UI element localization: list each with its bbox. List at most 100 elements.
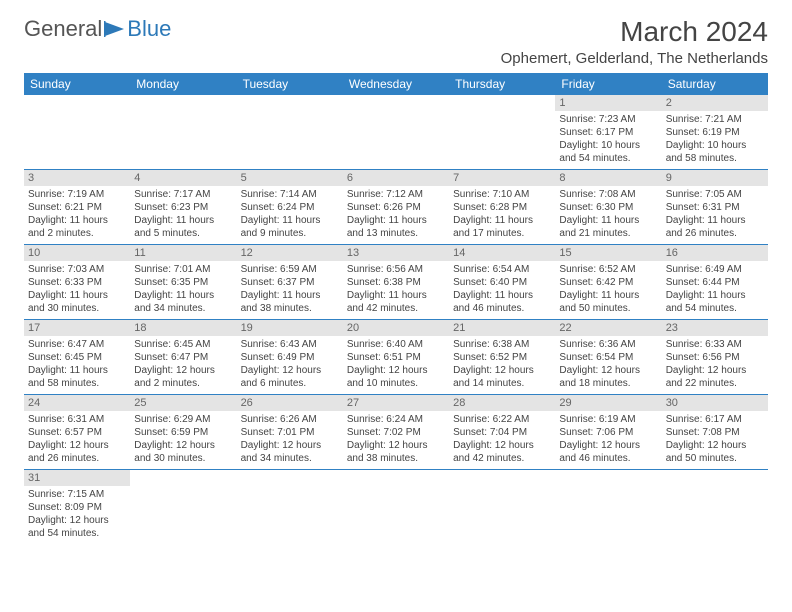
daylight-text: and 50 minutes. xyxy=(666,452,764,465)
daylight-text: Daylight: 12 hours xyxy=(241,439,339,452)
sunrise-text: Sunrise: 6:17 AM xyxy=(666,413,764,426)
sunset-text: Sunset: 6:21 PM xyxy=(28,201,126,214)
sunrise-text: Sunrise: 6:56 AM xyxy=(347,263,445,276)
daylight-text: and 5 minutes. xyxy=(134,227,232,240)
day-number: 10 xyxy=(24,245,130,261)
calendar-day-cell: 13Sunrise: 6:56 AMSunset: 6:38 PMDayligh… xyxy=(343,245,449,320)
day-number: 11 xyxy=(130,245,236,261)
sunrise-text: Sunrise: 6:47 AM xyxy=(28,338,126,351)
sunset-text: Sunset: 6:17 PM xyxy=(559,126,657,139)
calendar-day-cell: 30Sunrise: 6:17 AMSunset: 7:08 PMDayligh… xyxy=(662,395,768,470)
calendar-day-cell: 18Sunrise: 6:45 AMSunset: 6:47 PMDayligh… xyxy=(130,320,236,395)
sunset-text: Sunset: 7:02 PM xyxy=(347,426,445,439)
day-number: 31 xyxy=(24,470,130,486)
day-details: Sunrise: 7:23 AMSunset: 6:17 PMDaylight:… xyxy=(555,111,661,169)
day-details: Sunrise: 6:40 AMSunset: 6:51 PMDaylight:… xyxy=(343,336,449,394)
day-details: Sunrise: 7:08 AMSunset: 6:30 PMDaylight:… xyxy=(555,186,661,244)
calendar-day-cell: 27 Sunrise: 6:24 AMSunset: 7:02 PMDayligh… xyxy=(343,395,449,470)
sunrise-text: Sunrise: 7:23 AM xyxy=(559,113,657,126)
sunset-text: Sunset: 7:08 PM xyxy=(666,426,764,439)
daylight-text: Daylight: 11 hours xyxy=(666,214,764,227)
daylight-text: Daylight: 12 hours xyxy=(241,364,339,377)
day-number: 4 xyxy=(130,170,236,186)
daylight-text: and 21 minutes. xyxy=(559,227,657,240)
sunrise-text: Sunrise: 6:59 AM xyxy=(241,263,339,276)
daylight-text: Daylight: 12 hours xyxy=(453,364,551,377)
daylight-text: and 38 minutes. xyxy=(347,452,445,465)
calendar-day-cell: 8Sunrise: 7:08 AMSunset: 6:30 PMDaylight… xyxy=(555,170,661,245)
sunset-text: Sunset: 6:47 PM xyxy=(134,351,232,364)
title-block: March 2024 Ophemert, Gelderland, The Net… xyxy=(501,16,768,67)
sunset-text: Sunset: 6:38 PM xyxy=(347,276,445,289)
sunset-text: Sunset: 6:26 PM xyxy=(347,201,445,214)
sunrise-text: Sunrise: 7:08 AM xyxy=(559,188,657,201)
calendar-day-cell xyxy=(130,95,236,170)
sunrise-text: Sunrise: 7:14 AM xyxy=(241,188,339,201)
day-details: Sunrise: 6:26 AMSunset: 7:01 PMDaylight:… xyxy=(237,411,343,469)
calendar-day-cell: 9Sunrise: 7:05 AMSunset: 6:31 PMDaylight… xyxy=(662,170,768,245)
logo-text-1: General xyxy=(24,16,102,42)
calendar-day-cell: 31Sunrise: 7:15 AMSunset: 8:09 PMDayligh… xyxy=(24,470,130,545)
daylight-text: and 2 minutes. xyxy=(134,377,232,390)
day-number: 7 xyxy=(449,170,555,186)
daylight-text: and 13 minutes. xyxy=(347,227,445,240)
daylight-text: Daylight: 10 hours xyxy=(666,139,764,152)
sunset-text: Sunset: 6:28 PM xyxy=(453,201,551,214)
daylight-text: and 6 minutes. xyxy=(241,377,339,390)
sunrise-text: Sunrise: 6:38 AM xyxy=(453,338,551,351)
day-details: Sunrise: 6:29 AMSunset: 6:59 PMDaylight:… xyxy=(130,411,236,469)
sunrise-text: Sunrise: 6:31 AM xyxy=(28,413,126,426)
sunset-text: Sunset: 6:37 PM xyxy=(241,276,339,289)
daylight-text: and 46 minutes. xyxy=(453,302,551,315)
daylight-text: and 17 minutes. xyxy=(453,227,551,240)
day-number: 5 xyxy=(237,170,343,186)
calendar-day-cell xyxy=(343,95,449,170)
day-details: Sunrise: 7:10 AMSunset: 6:28 PMDaylight:… xyxy=(449,186,555,244)
day-number: 17 xyxy=(24,320,130,336)
day-number: 27 xyxy=(343,395,449,411)
page-title: March 2024 xyxy=(501,16,768,48)
flag-icon xyxy=(104,20,126,38)
weekday-header: Saturday xyxy=(662,73,768,95)
day-number: 13 xyxy=(343,245,449,261)
sunrise-text: Sunrise: 7:10 AM xyxy=(453,188,551,201)
sunrise-text: Sunrise: 7:03 AM xyxy=(28,263,126,276)
sunrise-text: Sunrise: 7:05 AM xyxy=(666,188,764,201)
sunrise-text: Sunrise: 6:54 AM xyxy=(453,263,551,276)
daylight-text: and 10 minutes. xyxy=(347,377,445,390)
sunset-text: Sunset: 7:01 PM xyxy=(241,426,339,439)
daylight-text: Daylight: 11 hours xyxy=(347,289,445,302)
day-number: 8 xyxy=(555,170,661,186)
sunset-text: Sunset: 8:09 PM xyxy=(28,501,126,514)
weekday-header: Tuesday xyxy=(237,73,343,95)
day-details: Sunrise: 6:56 AMSunset: 6:38 PMDaylight:… xyxy=(343,261,449,319)
day-details: Sunrise: 7:17 AMSunset: 6:23 PMDaylight:… xyxy=(130,186,236,244)
calendar-week-row: 3Sunrise: 7:19 AMSunset: 6:21 PMDaylight… xyxy=(24,170,768,245)
calendar-day-cell: 4Sunrise: 7:17 AMSunset: 6:23 PMDaylight… xyxy=(130,170,236,245)
day-details: Sunrise: 6:59 AMSunset: 6:37 PMDaylight:… xyxy=(237,261,343,319)
calendar-day-cell: 24Sunrise: 6:31 AMSunset: 6:57 PMDayligh… xyxy=(24,395,130,470)
daylight-text: Daylight: 12 hours xyxy=(347,439,445,452)
daylight-text: Daylight: 12 hours xyxy=(134,439,232,452)
sunrise-text: Sunrise: 6:24 AM xyxy=(347,413,445,426)
sunrise-text: Sunrise: 6:33 AM xyxy=(666,338,764,351)
day-number: 21 xyxy=(449,320,555,336)
daylight-text: Daylight: 12 hours xyxy=(134,364,232,377)
sunrise-text: Sunrise: 7:21 AM xyxy=(666,113,764,126)
calendar-day-cell xyxy=(662,470,768,545)
sunset-text: Sunset: 6:31 PM xyxy=(666,201,764,214)
calendar-day-cell xyxy=(343,470,449,545)
daylight-text: Daylight: 12 hours xyxy=(666,364,764,377)
sunset-text: Sunset: 6:49 PM xyxy=(241,351,339,364)
day-number: 6 xyxy=(343,170,449,186)
weekday-header: Sunday xyxy=(24,73,130,95)
day-details: Sunrise: 6:33 AMSunset: 6:56 PMDaylight:… xyxy=(662,336,768,394)
daylight-text: and 58 minutes. xyxy=(28,377,126,390)
daylight-text: Daylight: 11 hours xyxy=(28,214,126,227)
daylight-text: and 42 minutes. xyxy=(453,452,551,465)
calendar-day-cell: 26Sunrise: 6:26 AMSunset: 7:01 PMDayligh… xyxy=(237,395,343,470)
sunset-text: Sunset: 6:23 PM xyxy=(134,201,232,214)
calendar-day-cell xyxy=(237,95,343,170)
sunset-text: Sunset: 6:33 PM xyxy=(28,276,126,289)
sunset-text: Sunset: 6:56 PM xyxy=(666,351,764,364)
